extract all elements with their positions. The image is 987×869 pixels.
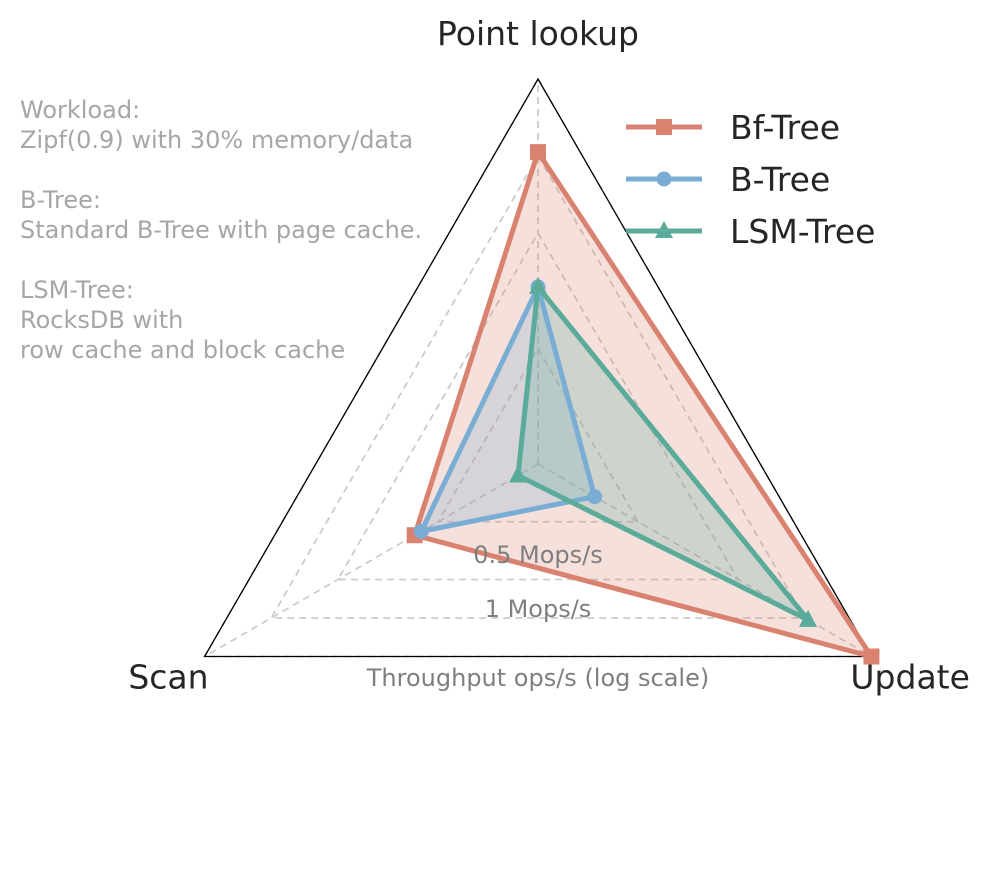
x-axis-label: Throughput ops/s (log scale) xyxy=(366,664,709,692)
data-point-0-1 xyxy=(863,648,880,665)
series-fill-0 xyxy=(414,152,872,657)
axis-label-update: Update xyxy=(850,658,970,697)
series-fill-2 xyxy=(517,286,809,620)
data-point-2-2 xyxy=(508,465,527,483)
grid-ring-1 xyxy=(336,231,740,581)
grid-spoke-2 xyxy=(204,463,539,658)
note-1: B-Tree: Standard B-Tree with page cache. xyxy=(20,186,423,244)
outer-frame xyxy=(203,77,873,658)
grid-ring-0 xyxy=(436,346,640,523)
ring-label-1: 1 Mops/s xyxy=(485,595,592,623)
data-point-1-1 xyxy=(587,489,603,505)
series-lines xyxy=(406,144,880,665)
note-0: Workload: Zipf(0.9) with 30% memory/data xyxy=(20,96,414,154)
legend-marker-0 xyxy=(656,119,672,135)
axis-labels: Point lookup Update Scan 0.5 Mops/s 1 Mops/s… xyxy=(128,14,970,697)
data-point-1-2 xyxy=(413,523,429,539)
series-line-1 xyxy=(418,284,598,534)
legend: Bf-Tree B-Tree LSM-Tree xyxy=(626,108,875,251)
legend-label-0: Bf-Tree xyxy=(730,108,840,147)
data-point-2-1 xyxy=(799,609,818,627)
series-fills xyxy=(414,152,872,657)
legend-label-2: LSM-Tree xyxy=(730,212,875,251)
note-2: LSM-Tree: RocksDB with row cache and blo… xyxy=(20,276,346,364)
data-point-2-0 xyxy=(529,276,547,294)
legend-marker-1 xyxy=(656,171,672,187)
grid-ring-2 xyxy=(269,154,807,619)
ring-label-0: 0.5 Mops/s xyxy=(473,541,603,569)
axis-label-scan: Scan xyxy=(128,658,208,697)
legend-label-1: B-Tree xyxy=(730,160,830,199)
series-line-2 xyxy=(515,284,811,623)
legend-marker-2 xyxy=(655,221,673,238)
data-point-0-0 xyxy=(530,144,546,161)
axis-label-point-lookup: Point lookup xyxy=(437,14,639,53)
series-fill-1 xyxy=(421,286,595,532)
series-line-0 xyxy=(412,149,874,659)
